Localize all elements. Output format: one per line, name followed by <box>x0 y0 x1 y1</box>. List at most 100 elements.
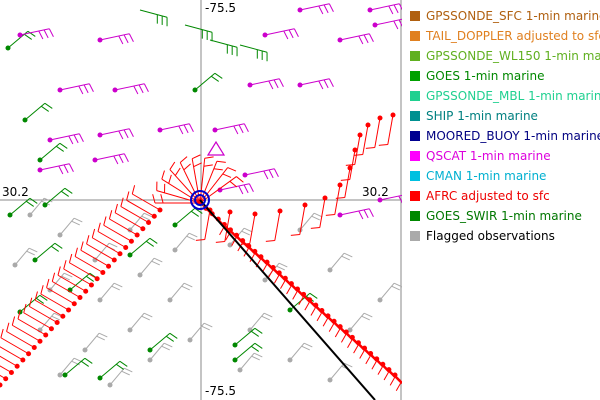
wind-barb-feather <box>186 235 195 241</box>
wind-barb-staff <box>129 312 145 331</box>
legend-item-tail-doppler[interactable]: TAIL_DOPPLER adjusted to sfc <box>410 27 600 45</box>
observation-dot <box>22 117 28 123</box>
wind-barb-feather <box>358 35 364 45</box>
wind-barb-staff <box>86 243 115 261</box>
afrc-observation <box>392 372 402 383</box>
goes-observation <box>232 327 263 348</box>
observation-dot <box>26 351 32 357</box>
observation-dot <box>60 313 66 319</box>
observation-dot <box>71 301 77 307</box>
legend-panel: GPSSONDE_SFC 1-min marine TAIL_DOPPLER a… <box>402 0 600 400</box>
legend-item-goes-swir[interactable]: GOES_SWIR 1-min marine <box>410 207 582 225</box>
wind-barb-feather <box>0 328 4 338</box>
wind-barb-feather <box>61 275 70 281</box>
observation-dot <box>106 263 112 269</box>
wind-barb-staff <box>120 206 149 223</box>
observation-dot <box>322 195 328 201</box>
legend-item-gpssonde-sfc[interactable]: GPSSONDE_SFC 1-min marine <box>410 7 600 25</box>
legend-item-gpssonde-mbl[interactable]: GPSSONDE_MBL 1-min marine <box>410 87 600 105</box>
wind-observation-map[interactable]: -75.5 -75.5 30.2 30.2 <box>0 0 402 400</box>
wind-barb-staff <box>334 184 341 215</box>
wind-barb-staff <box>57 274 86 292</box>
wind-barb-feather <box>41 105 49 112</box>
wind-barb-feather <box>290 234 300 236</box>
legend-item-ship[interactable]: SHIP 1-min marine <box>410 107 538 125</box>
goes-observation <box>232 342 263 363</box>
wind-barb-staff <box>109 218 138 236</box>
observation-dot <box>331 318 337 324</box>
observation-dot <box>97 375 103 381</box>
wind-barb-feather <box>243 123 249 133</box>
observation-dot <box>88 282 94 288</box>
wind-barb-feather <box>318 80 324 90</box>
observation-dot <box>54 320 60 325</box>
legend-item-gpssonde-wl150[interactable]: GPSSONDE_WL150 1-min marine <box>410 47 600 65</box>
observation-dot <box>327 377 333 383</box>
goes-observation <box>172 207 203 228</box>
wind-barb-feather <box>54 242 63 249</box>
wind-barb-feather <box>29 197 38 204</box>
observation-dot <box>32 257 38 263</box>
legend-swatch <box>410 131 420 141</box>
observation-dot <box>5 45 11 51</box>
legend-swatch <box>410 171 420 181</box>
observation-dot <box>319 308 325 313</box>
wind-barb-feather <box>238 124 244 134</box>
legend-item-afrc[interactable]: AFRC adjusted to sfc <box>410 187 550 205</box>
wind-barb-feather <box>343 362 353 368</box>
wind-barb-feather <box>98 332 108 338</box>
legend-item-cman[interactable]: CMAN 1-min marine <box>410 167 546 185</box>
observation-dot <box>380 361 386 367</box>
observation-dot <box>66 307 72 313</box>
wind-barb-feather <box>251 330 259 337</box>
wind-barb-staff <box>14 247 30 266</box>
flagged-observation <box>97 282 123 303</box>
flagged-observation <box>172 232 198 253</box>
wind-barb-feather <box>263 170 269 180</box>
qscat-observation <box>112 83 149 95</box>
legend-item-moored-buoy[interactable]: MOORED_BUOY 1-min marine <box>410 127 600 145</box>
legend-item-goes[interactable]: GOES 1-min marine <box>410 67 544 85</box>
wind-barb-feather <box>278 262 288 268</box>
qscat-observation <box>47 133 84 145</box>
wind-barb-feather <box>123 367 133 373</box>
wind-barb-staff <box>17 318 46 336</box>
observation-dot <box>12 262 18 268</box>
wind-barb-feather <box>28 247 38 253</box>
afrc-observation <box>57 266 89 294</box>
wind-barb-feather <box>238 185 244 195</box>
wind-barb-staff <box>99 360 121 379</box>
flagged-observation <box>12 247 38 268</box>
wind-barb-staff <box>319 197 326 228</box>
afrc-observation <box>156 181 201 204</box>
wind-barb-feather <box>393 20 399 30</box>
legend-item-flagged[interactable]: Flagged observations <box>410 227 555 245</box>
wind-barb-staff <box>234 342 256 361</box>
wind-barb-feather <box>233 125 239 135</box>
wind-barb-feather <box>328 3 334 13</box>
wind-barb-staff <box>0 355 18 367</box>
observation-dot <box>187 337 193 343</box>
legend-item-qscat[interactable]: QSCAT 1-min marine <box>410 147 551 165</box>
observation-dot <box>140 226 146 232</box>
wind-barb-feather <box>378 144 388 146</box>
wind-barb-feather <box>161 345 170 351</box>
afrc-observation <box>0 365 14 375</box>
observation-dot <box>247 82 253 88</box>
wind-barb-staff <box>109 367 125 386</box>
observation-dot <box>372 22 378 28</box>
wind-barb-feather <box>24 33 32 40</box>
afrc-observation <box>6 322 37 350</box>
afrc-observation <box>240 211 258 245</box>
wind-barb-feather <box>84 357 93 364</box>
legend-swatch <box>410 51 420 61</box>
observation-dot <box>349 334 355 340</box>
wind-barb-feather <box>188 123 194 133</box>
wind-barb-feather <box>201 325 210 331</box>
observation-dot <box>367 7 373 13</box>
observation-dot <box>157 127 163 133</box>
map-canvas[interactable] <box>0 0 402 400</box>
observation-dot <box>172 222 178 228</box>
observation-dot <box>62 372 68 378</box>
wind-barb-feather <box>203 322 213 328</box>
